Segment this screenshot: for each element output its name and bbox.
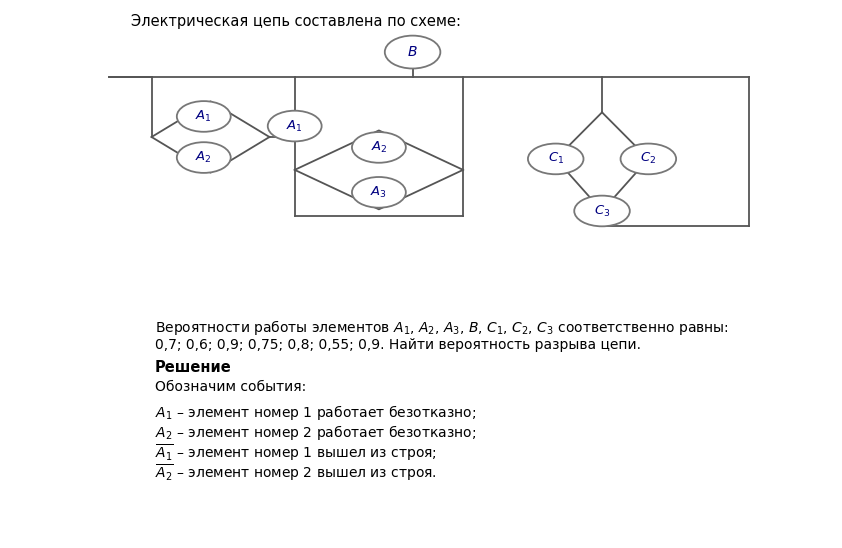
Text: $C_2$: $C_2$ <box>640 151 657 167</box>
Text: $A_2$: $A_2$ <box>370 140 387 155</box>
Ellipse shape <box>621 144 676 174</box>
Ellipse shape <box>177 101 231 132</box>
Ellipse shape <box>574 196 630 226</box>
Text: $A_3$: $A_3$ <box>370 185 387 200</box>
Text: $A_1$: $A_1$ <box>195 109 212 124</box>
Text: $A_1$ – элемент номер 1 работает безотказно;: $A_1$ – элемент номер 1 работает безотка… <box>155 403 476 422</box>
Text: Решение: Решение <box>155 360 232 375</box>
Text: Электрическая цепь составлена по схеме:: Электрическая цепь составлена по схеме: <box>131 14 461 28</box>
Ellipse shape <box>385 36 440 68</box>
Text: 0,7; 0,6; 0,9; 0,75; 0,8; 0,55; 0,9. Найти вероятность разрыва цепи.: 0,7; 0,6; 0,9; 0,75; 0,8; 0,55; 0,9. Най… <box>155 338 641 352</box>
Text: $\overline{A_1}$ – элемент номер 1 вышел из строя;: $\overline{A_1}$ – элемент номер 1 вышел… <box>155 443 437 464</box>
Text: $C_1$: $C_1$ <box>547 151 564 167</box>
Ellipse shape <box>177 142 231 173</box>
Text: $A_1$: $A_1$ <box>286 118 303 134</box>
Text: $\overline{A_2}$ – элемент номер 2 вышел из строя.: $\overline{A_2}$ – элемент номер 2 вышел… <box>155 463 437 483</box>
Text: $C_3$: $C_3$ <box>594 203 610 219</box>
Ellipse shape <box>268 111 322 141</box>
Text: Вероятности работы элементов $A_1$, $A_2$, $A_3$, $B$, $C_1$, $C_2$, $C_3$ соотв: Вероятности работы элементов $A_1$, $A_2… <box>155 318 729 337</box>
Text: Обозначим события:: Обозначим события: <box>155 380 306 394</box>
Text: $B$: $B$ <box>408 45 418 59</box>
Ellipse shape <box>528 144 584 174</box>
Text: $A_2$ – элемент номер 2 работает безотказно;: $A_2$ – элемент номер 2 работает безотка… <box>155 423 476 442</box>
Text: $A_2$: $A_2$ <box>195 150 212 165</box>
Ellipse shape <box>352 177 406 208</box>
Ellipse shape <box>352 132 406 163</box>
